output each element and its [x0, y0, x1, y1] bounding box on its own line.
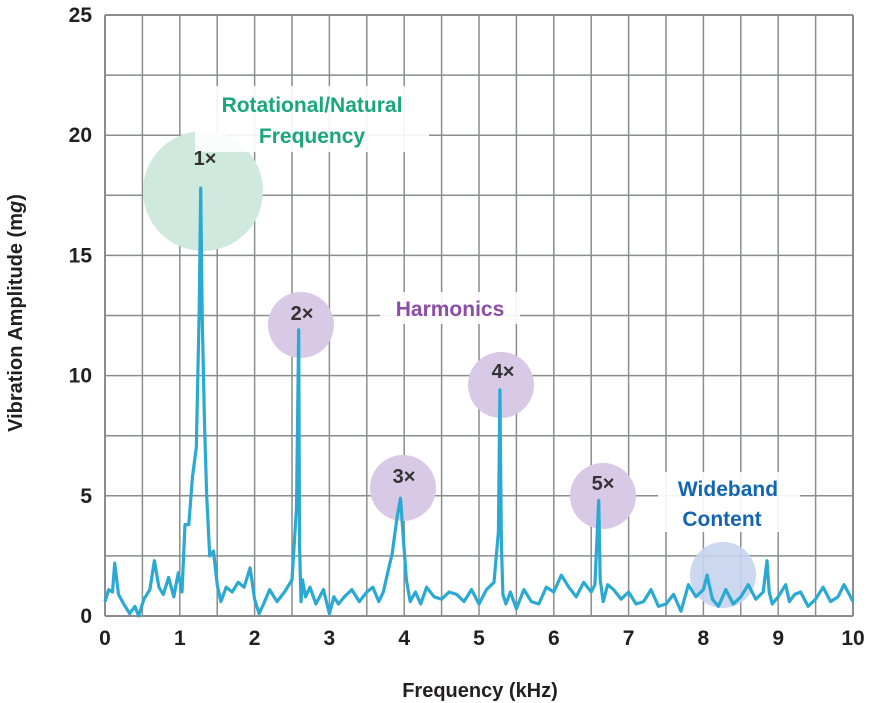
harmonics-label-background	[380, 292, 520, 324]
natural-frequency-bubble	[143, 131, 263, 251]
x-tick-label: 7	[623, 627, 635, 650]
harmonic-4x-bubble	[468, 352, 534, 418]
y-tick-label: 20	[69, 124, 92, 147]
x-tick-label: 5	[473, 627, 485, 650]
wideband-label-background	[658, 472, 800, 532]
x-axis-title: Frequency (kHz)	[402, 680, 558, 702]
x-tick-label: 2	[249, 627, 261, 650]
harmonics-label: Harmonics	[396, 298, 505, 321]
multiplier-5x-label: 5×	[592, 473, 615, 495]
x-tick-label: 3	[324, 627, 336, 650]
x-tick-label: 9	[772, 627, 784, 650]
natural-label-background	[195, 86, 429, 152]
x-tick-label: 10	[841, 627, 864, 650]
x-axis-ticks: 0 1 2 3 4 5 6 7 8 9 10	[99, 627, 865, 650]
multiplier-3x-label: 3×	[393, 466, 416, 488]
y-tick-label: 5	[80, 485, 92, 508]
multiplier-2x-label: 2×	[291, 303, 314, 325]
y-tick-label: 25	[69, 4, 93, 27]
multiplier-1x-label: 1×	[194, 148, 217, 170]
wideband-label-line1: Wideband	[678, 478, 778, 501]
natural-frequency-label-line1: Rotational/Natural	[222, 94, 403, 117]
y-tick-label: 10	[69, 365, 92, 388]
harmonic-2x-bubble	[268, 292, 334, 358]
wideband-bubble	[690, 542, 756, 608]
natural-frequency-label-line2: Frequency	[259, 125, 366, 148]
wideband-label-line2: Content	[682, 508, 761, 531]
x-tick-label: 1	[174, 627, 186, 650]
x-tick-label: 8	[698, 627, 710, 650]
y-tick-label: 15	[69, 244, 93, 267]
y-axis-title: Vibration Amplitude (mg)	[5, 194, 27, 432]
x-tick-label: 0	[99, 627, 111, 650]
multiplier-4x-label: 4×	[492, 361, 515, 383]
x-tick-label: 6	[548, 627, 560, 650]
harmonic-5x-bubble	[570, 463, 636, 529]
y-axis-ticks: 0 5 10 15 20 25	[69, 4, 93, 628]
x-tick-label: 4	[398, 627, 410, 650]
series-line-vibration	[103, 186, 855, 618]
y-tick-label: 0	[80, 605, 92, 628]
harmonic-3x-bubble	[370, 455, 436, 521]
